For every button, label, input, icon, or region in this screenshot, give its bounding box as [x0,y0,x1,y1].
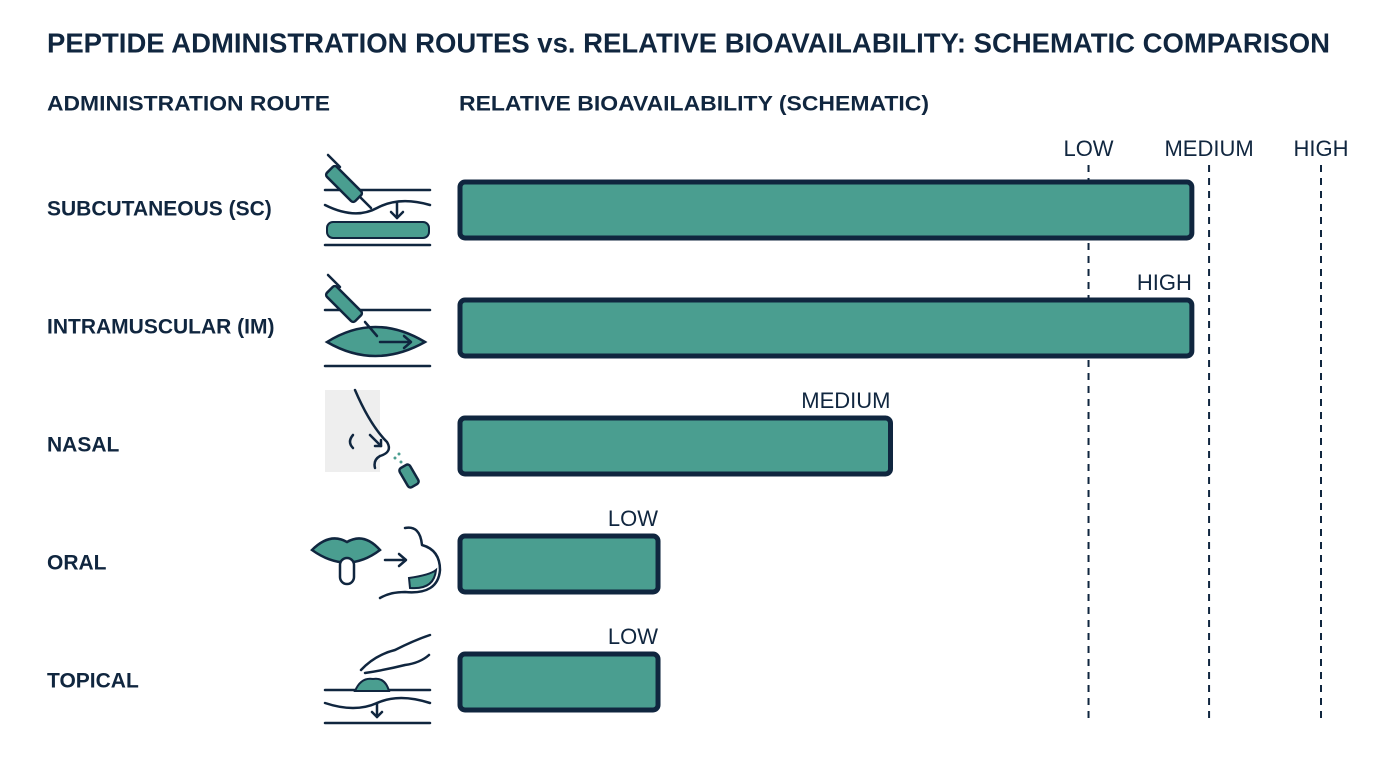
category-label: SUBCUTANEOUS (SC) [47,198,272,221]
value-label: LOW [608,506,658,531]
bar [457,533,661,595]
category-label: ORAL [47,552,107,575]
category-label: INTRAMUSCULAR (IM) [47,316,274,339]
x-tick-label: MEDIUM [1164,136,1253,161]
icon-nasal [325,388,420,489]
bar [457,179,1195,241]
bar [457,651,661,713]
bar [457,297,1195,359]
x-tick-label: LOW [1063,136,1113,161]
icon-intramuscular [323,273,432,368]
category-header: ADMINISTRATION ROUTE [47,93,330,116]
value-label: HIGH [1137,270,1192,295]
bar [457,415,893,477]
icon-subcutaneous [323,153,432,247]
value-header: RELATIVE BIOAVAILABILITY (SCHEMATIC) [459,93,929,116]
icon-oral [310,526,442,600]
icon-topical [323,633,432,725]
value-label: MEDIUM [801,388,890,413]
chart-title: PEPTIDE ADMINISTRATION ROUTES vs. RELATI… [47,27,1330,58]
value-label: LOW [608,624,658,649]
category-label: TOPICAL [47,670,139,693]
x-tick-label: HIGH [1294,136,1349,161]
category-label: NASAL [47,434,120,457]
